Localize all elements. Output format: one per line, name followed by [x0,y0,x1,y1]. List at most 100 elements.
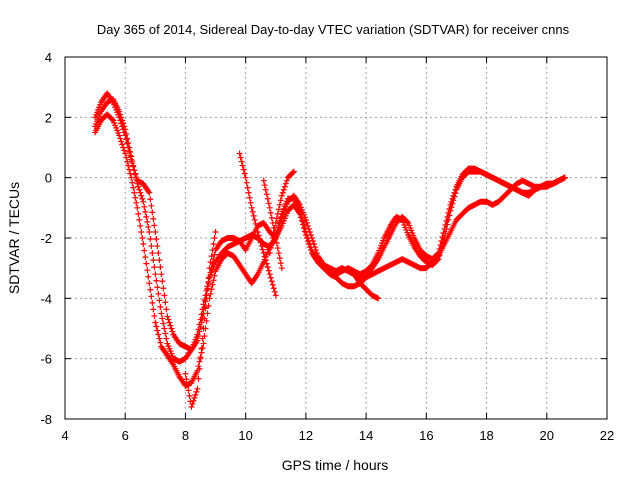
data-point [276,255,283,262]
data-point [118,120,125,127]
data-point [163,335,170,342]
data-point [253,224,260,231]
data-point [264,195,271,202]
data-point [120,126,127,133]
data-point [209,247,216,254]
data-point [143,260,150,267]
data-points [92,90,568,410]
data-point [262,186,269,193]
data-point [145,223,152,230]
data-point [199,335,206,342]
data-point [277,260,284,267]
data-point [209,281,216,288]
data-point [166,319,173,326]
y-tick-label: -8 [40,412,52,427]
x-tick-label: 14 [359,428,373,443]
data-point [210,241,217,248]
data-point [167,322,174,329]
data-point [198,319,205,326]
data-point [161,325,168,332]
data-point [154,284,161,291]
series-track-5 [260,177,285,272]
data-point [116,132,123,139]
data-point [274,210,281,217]
data-point [128,156,135,163]
data-point [153,236,160,243]
data-point [264,264,271,271]
data-point [188,403,195,410]
data-point [449,195,456,202]
data-point [278,265,285,272]
data-point [245,189,252,196]
series-track-7 [351,271,382,302]
data-point [148,293,155,300]
data-point [236,150,243,157]
data-point [185,387,192,394]
data-point [134,204,141,211]
data-point [274,245,281,252]
data-point [310,241,317,248]
data-point [142,208,149,215]
data-point [241,170,248,177]
data-point [194,337,201,344]
data-point [146,280,153,287]
y-axis-label: SDTVAR / TECUs [6,182,22,294]
data-point [132,194,139,201]
data-point [184,381,191,388]
data-point [259,246,266,253]
data-point [147,196,154,203]
data-point [281,183,288,190]
data-point [160,320,167,327]
data-point [149,209,156,216]
data-point [255,232,262,239]
data-point [150,215,157,222]
data-point [141,203,148,210]
series-track-4 [236,150,279,299]
series-track-3 [92,90,568,353]
data-point [150,257,157,264]
data-point [276,220,283,227]
data-point [271,288,278,295]
data-point [144,267,151,274]
data-point [268,278,275,285]
data-point [451,189,458,196]
data-point [201,315,208,322]
data-point [155,331,162,338]
data-point [246,194,253,201]
data-point [256,236,263,243]
data-point [444,213,451,220]
data-point [207,269,214,276]
data-point [116,114,123,121]
data-point [139,195,146,202]
data-point [272,219,279,226]
data-point [124,140,131,147]
data-point [150,306,157,313]
grid [65,57,607,419]
data-point [437,242,444,249]
data-point [182,370,189,377]
data-point [263,191,270,198]
data-point [244,184,251,191]
data-point [261,253,268,260]
data-point [247,199,254,206]
data-point [267,209,274,216]
data-point [156,335,163,342]
data-point [275,250,282,257]
data-point [120,144,127,151]
data-point [305,241,312,248]
data-point [147,236,154,243]
data-point [198,345,205,352]
data-point [212,228,219,235]
data-point [122,132,129,139]
data-point [250,212,257,219]
data-point [204,285,211,292]
data-point [205,280,212,287]
data-point [434,251,441,258]
x-tick-label: 8 [182,428,189,443]
data-point [296,210,303,217]
data-point [268,214,275,221]
data-point [161,292,168,299]
data-point [298,217,305,224]
data-point [205,302,212,309]
